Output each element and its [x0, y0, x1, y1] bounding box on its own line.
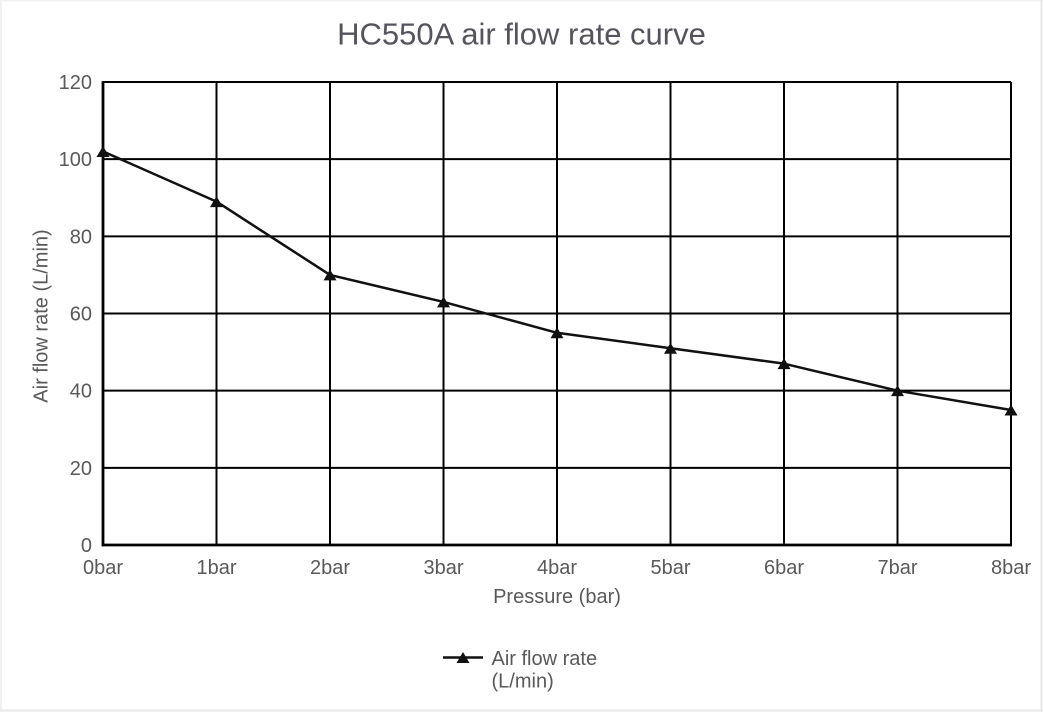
svg-text:6bar: 6bar — [764, 557, 804, 579]
svg-text:Air flow rate: Air flow rate — [492, 648, 598, 670]
svg-text:80: 80 — [70, 226, 92, 248]
svg-text:5bar: 5bar — [650, 557, 690, 579]
svg-text:(L/min): (L/min) — [492, 671, 554, 693]
svg-text:2bar: 2bar — [310, 557, 350, 579]
svg-text:20: 20 — [70, 458, 92, 480]
svg-text:Air flow rate (L/min): Air flow rate (L/min) — [31, 229, 53, 402]
svg-text:HC550A air flow rate curve: HC550A air flow rate curve — [337, 17, 706, 52]
svg-text:0: 0 — [81, 535, 92, 557]
svg-text:7bar: 7bar — [877, 557, 917, 579]
svg-text:120: 120 — [59, 72, 92, 94]
svg-text:0bar: 0bar — [83, 557, 123, 579]
svg-text:40: 40 — [70, 381, 92, 403]
svg-text:100: 100 — [59, 149, 92, 171]
svg-text:60: 60 — [70, 304, 92, 326]
svg-text:1bar: 1bar — [196, 557, 236, 579]
svg-text:4bar: 4bar — [537, 557, 577, 579]
svg-text:8bar: 8bar — [991, 557, 1031, 579]
svg-text:3bar: 3bar — [423, 557, 463, 579]
svg-text:Pressure (bar): Pressure (bar) — [493, 586, 621, 608]
